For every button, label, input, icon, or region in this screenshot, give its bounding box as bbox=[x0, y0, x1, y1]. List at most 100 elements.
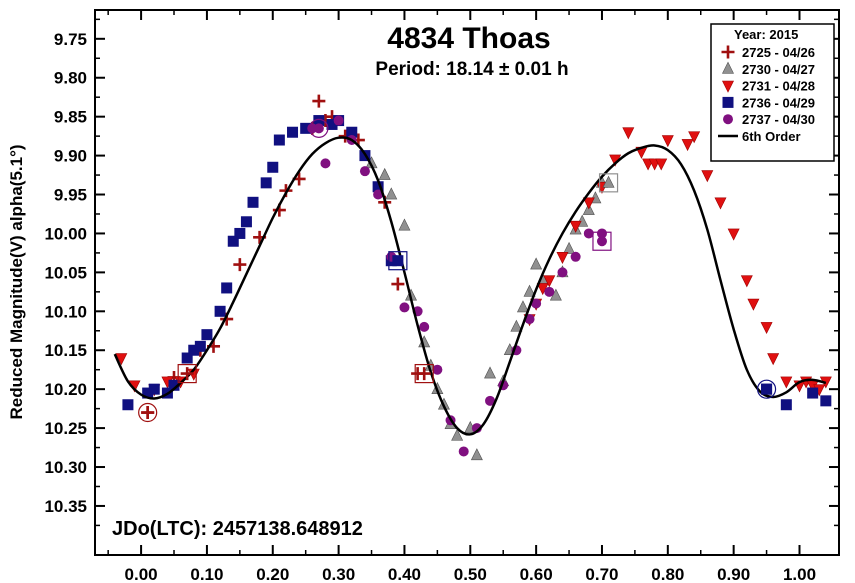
highlight-ring bbox=[138, 402, 158, 423]
data-point bbox=[372, 181, 384, 193]
data-point bbox=[557, 267, 568, 278]
y-tick-label: 10.25 bbox=[44, 419, 87, 438]
highlight-box bbox=[177, 363, 197, 384]
legend-label: 2737 - 04/30 bbox=[742, 112, 815, 127]
x-axis-ticks: 0.00 0.10 0.20 0.30 0.40 0.50 0.60 0.70 0.80 0.90… bbox=[107, 10, 816, 583]
data-point bbox=[727, 228, 740, 241]
data-point bbox=[287, 126, 299, 138]
data-point bbox=[582, 197, 595, 210]
y-tick-label: 9.75 bbox=[54, 30, 87, 49]
x-tick-label: 0.40 bbox=[388, 565, 421, 583]
data-point bbox=[233, 258, 247, 272]
data-point bbox=[247, 196, 259, 208]
highlight-ring bbox=[756, 379, 777, 399]
x-tick-label: 0.10 bbox=[190, 565, 223, 583]
data-point bbox=[194, 340, 206, 352]
data-point bbox=[240, 216, 252, 228]
legend-label: 6th Order bbox=[742, 129, 801, 144]
data-point bbox=[544, 286, 555, 297]
data-point bbox=[313, 115, 325, 127]
data-point bbox=[516, 300, 529, 313]
data-point bbox=[373, 189, 384, 200]
highlighted-point bbox=[180, 367, 194, 381]
legend-label: 2736 - 04/29 bbox=[742, 95, 815, 110]
legend-label: 2725 - 04/26 bbox=[742, 45, 815, 60]
data-point bbox=[714, 197, 727, 210]
legend-marker bbox=[721, 45, 735, 59]
x-tick-label: 0.50 bbox=[454, 565, 487, 583]
data-point bbox=[681, 139, 694, 152]
data-point bbox=[201, 329, 213, 341]
y-tick-label: 10.30 bbox=[44, 458, 87, 477]
legend: Year: 2015 2725 - 04/26 2730 - 04/27 2731 … bbox=[710, 23, 835, 162]
data-point bbox=[312, 94, 326, 108]
legend-marker bbox=[722, 96, 734, 108]
y-axis-ticks: 9.75 9.80 9.85 9.90 9.95 10.00 10.05 10.10 10.15… bbox=[44, 18, 839, 527]
data-point bbox=[188, 344, 200, 356]
legend-marker bbox=[723, 114, 733, 125]
y-axis-label: Reduced Magnitude(V) alpha(5.1°) bbox=[7, 144, 26, 419]
data-point bbox=[458, 446, 469, 457]
data-point bbox=[530, 257, 543, 270]
data-point bbox=[115, 353, 128, 366]
legend-label: 2730 - 04/27 bbox=[742, 62, 815, 77]
data-point bbox=[346, 126, 358, 138]
data-point bbox=[470, 448, 483, 461]
y-tick-label: 10.10 bbox=[44, 302, 87, 321]
data-point bbox=[320, 158, 331, 169]
data-point bbox=[227, 235, 239, 247]
highlighted-point bbox=[392, 255, 404, 267]
data-point bbox=[234, 227, 246, 239]
legend-title: Year: 2015 bbox=[734, 27, 798, 42]
data-point bbox=[622, 127, 635, 140]
data-point bbox=[399, 302, 410, 313]
legend-marker bbox=[722, 61, 734, 74]
data-point bbox=[451, 428, 464, 441]
highlight-box bbox=[414, 363, 434, 384]
highlighted-point bbox=[417, 367, 431, 381]
data-point bbox=[583, 228, 594, 239]
data-point bbox=[740, 275, 753, 288]
data-point bbox=[326, 118, 338, 130]
data-point bbox=[556, 252, 569, 264]
chart-subtitle: Period: 18.14 ± 0.01 h bbox=[375, 59, 568, 80]
y-tick-label: 9.80 bbox=[54, 69, 87, 88]
x-tick-label: 0.00 bbox=[125, 565, 158, 583]
data-point bbox=[484, 366, 497, 379]
x-tick-label: 0.30 bbox=[322, 565, 355, 583]
data-point bbox=[432, 364, 443, 375]
legend-marker bbox=[722, 80, 734, 93]
data-point bbox=[688, 131, 701, 144]
data-point bbox=[661, 135, 674, 148]
data-point bbox=[523, 284, 536, 297]
data-point bbox=[398, 218, 411, 231]
highlight-box bbox=[598, 173, 619, 193]
jd-annotation: JDo(LTC): 2457138.648912 bbox=[112, 518, 363, 540]
highlighted-point bbox=[596, 236, 607, 247]
highlight-ring bbox=[309, 118, 329, 138]
highlight-box bbox=[388, 251, 408, 271]
data-point bbox=[510, 319, 523, 332]
highlighted-point bbox=[602, 175, 615, 188]
y-tick-label: 9.85 bbox=[54, 108, 87, 127]
fit-curve-6th-order bbox=[113, 136, 827, 436]
data-point bbox=[780, 399, 792, 411]
legend-label: 2731 - 04/28 bbox=[742, 79, 815, 94]
data-point bbox=[148, 383, 160, 395]
data-point bbox=[273, 134, 285, 146]
highlight-box bbox=[592, 231, 612, 251]
data-point bbox=[333, 115, 344, 126]
data-point bbox=[570, 251, 581, 262]
plot-frame bbox=[94, 9, 840, 556]
highlighted-point bbox=[761, 383, 773, 395]
data-point bbox=[300, 122, 312, 134]
data-point bbox=[701, 170, 714, 183]
data-point bbox=[181, 352, 193, 364]
data-point bbox=[419, 321, 430, 332]
data-point bbox=[760, 322, 773, 335]
data-point bbox=[378, 167, 391, 180]
data-point bbox=[391, 277, 405, 291]
data-point bbox=[214, 305, 226, 317]
y-tick-label: 9.95 bbox=[54, 186, 87, 205]
